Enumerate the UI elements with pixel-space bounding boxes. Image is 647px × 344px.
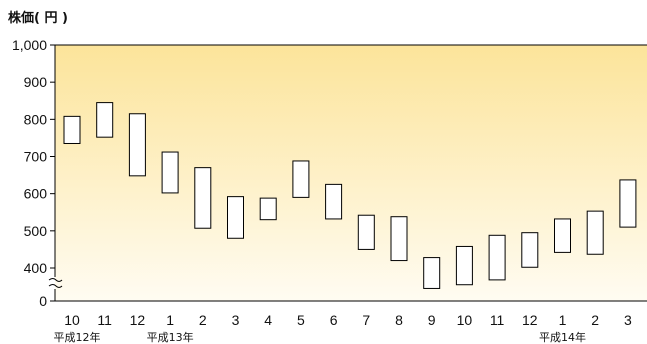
y-tick-label: 0: [39, 293, 47, 309]
range-bar: [325, 183, 343, 220]
range-bar: [488, 234, 506, 281]
range-bar: [128, 113, 146, 177]
x-tick-label: 1: [559, 312, 567, 328]
axis-break-mark: [48, 284, 63, 288]
y-tick-label: 400: [24, 260, 48, 276]
range-bar: [554, 218, 571, 253]
era-label: 平成12年: [54, 330, 101, 344]
x-ticks: 10 11 12 1 2 3 4 5 6 7 8 9 10 11 12 1 2 3: [64, 312, 632, 328]
range-bar: [423, 257, 441, 289]
range-bar: [619, 179, 637, 228]
y-tick-label: 1,000: [12, 37, 47, 53]
x-tick-label: 7: [362, 312, 370, 328]
range-bar: [455, 245, 473, 286]
x-tick-label: 12: [130, 312, 146, 328]
axes: [48, 44, 647, 302]
x-tick-label: 5: [297, 312, 305, 328]
range-bar: [96, 102, 114, 138]
range-bar: [586, 210, 604, 255]
y-axis-title: 株価( 円 ): [8, 10, 68, 26]
x-tick-label: 11: [97, 312, 112, 328]
x-tick-label: 12: [522, 312, 538, 328]
range-bar: [259, 197, 277, 221]
x-tick-label: 2: [199, 312, 207, 328]
era-label: 平成13年: [147, 330, 194, 344]
plot-area: [55, 45, 647, 301]
range-bar: [227, 196, 244, 239]
y-tick-label: 900: [24, 74, 48, 90]
axis-break-mark: [48, 278, 63, 282]
y-tick-label: 700: [24, 149, 48, 165]
y-tick-label: 600: [24, 186, 48, 202]
range-bar: [161, 151, 179, 194]
x-tick-label: 6: [330, 312, 338, 328]
x-tick-label: 4: [264, 312, 272, 328]
x-tick-label: 3: [232, 312, 240, 328]
range-bar: [357, 214, 375, 250]
x-tick-label: 9: [428, 312, 436, 328]
x-tick-label: 1: [166, 312, 174, 328]
y-tick-label: 800: [24, 111, 48, 127]
x-tick-label: 3: [624, 312, 632, 328]
x-tick-label: 11: [490, 312, 505, 328]
y-tick-label: 500: [24, 223, 48, 239]
era-labels: 平成12年 平成13年 平成14年: [54, 330, 587, 344]
price-ranges: [63, 102, 637, 289]
x-tick-label: 2: [591, 312, 599, 328]
range-bar: [292, 160, 310, 198]
y-ticks: 1,000 900 800 700 600 500 400 0: [12, 37, 55, 309]
x-tick-label: 8: [395, 312, 403, 328]
era-label: 平成14年: [539, 330, 586, 344]
x-tick-label: 10: [457, 312, 473, 328]
range-bar: [194, 167, 212, 229]
range-bar: [63, 115, 81, 144]
x-tick-label: 10: [64, 312, 80, 328]
range-bar: [521, 232, 539, 268]
range-bar: [390, 216, 408, 262]
